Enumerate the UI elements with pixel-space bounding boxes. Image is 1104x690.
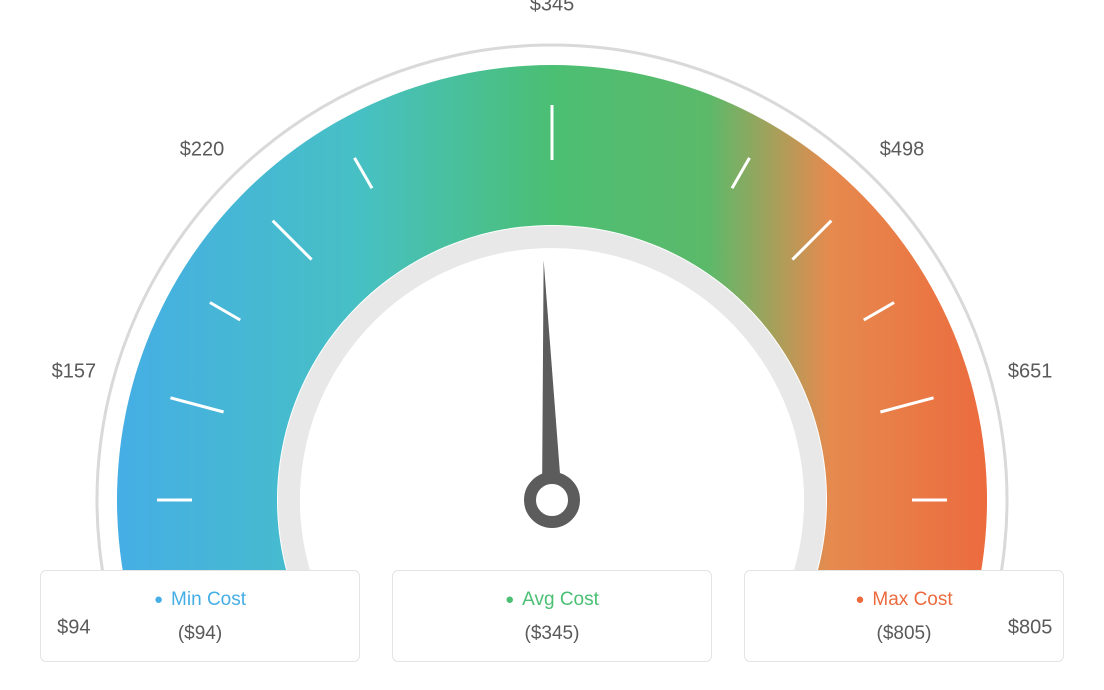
legend-card: Avg Cost ($345) (392, 570, 712, 662)
tick-label: $498 (880, 138, 925, 161)
legend-title: Avg Cost (403, 589, 701, 611)
gauge-area: $94$157$220$345$498$651$805 (0, 0, 1104, 570)
legend-row: Min Cost($94)Avg Cost($345)Max Cost($805… (0, 570, 1104, 662)
legend-value: ($94) (51, 623, 349, 645)
tick-label: $345 (530, 0, 575, 17)
gauge-svg (0, 0, 1104, 570)
tick-label: $651 (1008, 360, 1053, 383)
tick-label: $220 (180, 138, 225, 161)
needle-base (530, 478, 574, 522)
tick-label: $157 (52, 360, 97, 383)
tick-label: $805 (1008, 617, 1053, 640)
tick-label: $94 (57, 617, 90, 640)
legend-title: Min Cost (51, 589, 349, 611)
legend-title: Max Cost (755, 589, 1053, 611)
chart-container: $94 $157 $220 $345 $498 $651 $805 Min Cost ($94… (0, 0, 1104, 690)
legend-value: ($345) (403, 623, 701, 645)
needle (542, 260, 562, 500)
